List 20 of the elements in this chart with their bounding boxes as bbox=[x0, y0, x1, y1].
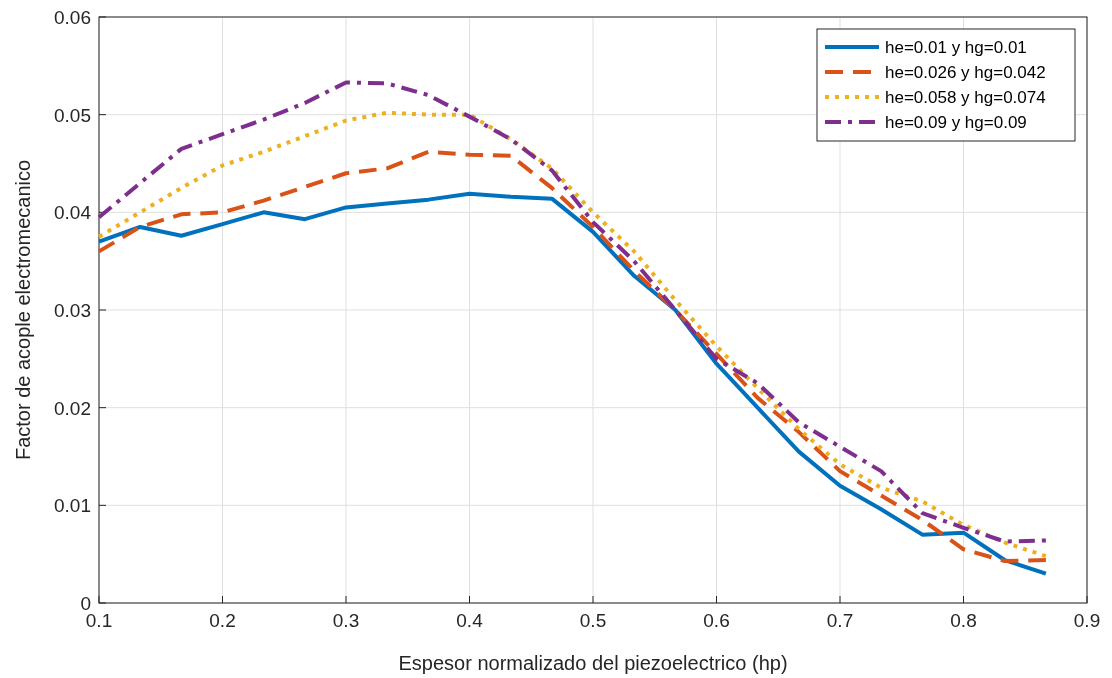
y-tick-label: 0.06 bbox=[54, 7, 91, 28]
y-tick-label: 0.02 bbox=[54, 397, 91, 419]
y-tick-label: 0.05 bbox=[54, 104, 91, 126]
x-tick-label: 0.6 bbox=[703, 610, 730, 631]
x-tick-label: 0.3 bbox=[332, 610, 360, 631]
y-tick-label: 0.03 bbox=[54, 300, 91, 321]
x-tick-label: 0.8 bbox=[950, 610, 977, 631]
x-tick-label: 0.9 bbox=[1073, 610, 1101, 631]
x-tick-label: 0.2 bbox=[209, 610, 236, 631]
x-tick-label: 0.4 bbox=[456, 610, 484, 631]
y-tick-label: 0.01 bbox=[54, 495, 91, 517]
legend-label: he=0.058 y hg=0.074 bbox=[885, 88, 1046, 107]
x-axis-title: Espesor normalizado del piezoelectrico (hp) bbox=[398, 652, 788, 674]
legend-label: he=0.026 y hg=0.042 bbox=[885, 63, 1046, 82]
y-tick-label: 0.04 bbox=[54, 202, 92, 224]
legend-label: he=0.09 y hg=0.09 bbox=[885, 113, 1027, 132]
legend-label: he=0.01 y hg=0.01 bbox=[885, 38, 1027, 57]
x-tick-label: 0.5 bbox=[579, 610, 607, 631]
x-tick-label: 0.7 bbox=[826, 610, 854, 631]
y-axis-title: Factor de acople electromecanico bbox=[12, 159, 34, 461]
